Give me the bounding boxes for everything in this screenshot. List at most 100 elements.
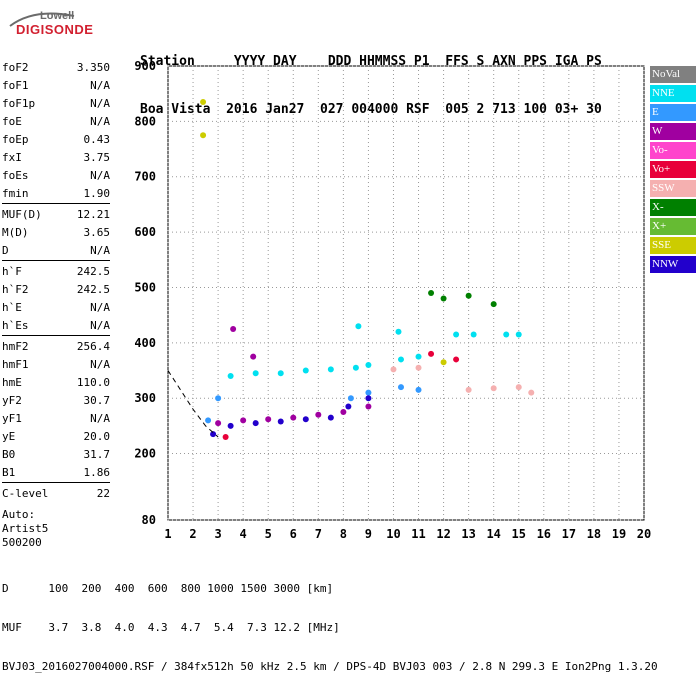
param-label: B1 xyxy=(2,465,16,479)
echo-point-nne xyxy=(327,366,334,373)
legend-item-w: W xyxy=(650,123,696,140)
echo-point-vo xyxy=(428,350,435,357)
legend-item-vo: Vo+ xyxy=(650,161,696,178)
param-label: fxI xyxy=(2,150,22,164)
param-value: 1.90 xyxy=(83,186,111,200)
param-value: N/A xyxy=(90,243,110,257)
x-tick-label: 11 xyxy=(411,527,425,541)
logo-swoosh-icon xyxy=(9,12,75,27)
logo-text-bottom: DIGISONDE xyxy=(16,22,94,37)
y-tick-label: 600 xyxy=(134,225,156,239)
echo-point-x xyxy=(465,292,472,299)
parameter-panel: foF2 3.350 foF1 N/A foF1p N/A foE N/A foEp 0.43 fx… xyxy=(2,58,110,550)
param-label: h`Es xyxy=(2,318,29,332)
echo-point-e xyxy=(397,384,404,391)
echo-point-sse xyxy=(440,359,447,366)
echo-point-e xyxy=(415,386,422,393)
param-label: foF2 xyxy=(2,60,29,74)
param-label: B0 xyxy=(2,447,16,461)
x-tick-label: 16 xyxy=(537,527,551,541)
echo-point-nne xyxy=(277,370,284,377)
x-tick-label: 19 xyxy=(612,527,626,541)
legend-item-x: X- xyxy=(650,199,696,216)
param-value: 3.65 xyxy=(83,225,111,239)
param-row-hmf2: hmF2 256.4 xyxy=(2,337,110,355)
echo-point-w xyxy=(315,411,322,418)
param-value: N/A xyxy=(90,300,110,314)
echo-point-ssw xyxy=(415,364,422,371)
param-row-yf2: yF2 30.7 xyxy=(2,391,110,409)
param-label: yF2 xyxy=(2,393,22,407)
direction-legend: NoVal NNE E W Vo- Vo+ SSW X- X+ SSE NNW xyxy=(650,66,696,275)
param-separator xyxy=(2,482,110,483)
param-label: h`F xyxy=(2,264,22,278)
echo-point-x xyxy=(428,290,435,296)
param-row-hme: hmE 110.0 xyxy=(2,373,110,391)
param-label: C-level xyxy=(2,486,49,500)
echo-point-w xyxy=(215,420,222,427)
echo-point-ssw xyxy=(528,389,535,396)
x-tick-label: 14 xyxy=(486,527,500,541)
param-value: 22 xyxy=(96,486,110,500)
echo-point-nne xyxy=(355,323,362,330)
echo-point-x xyxy=(440,295,447,302)
param-value: 0.43 xyxy=(83,132,111,146)
auto-line2: Artist5 xyxy=(2,522,49,535)
param-value: N/A xyxy=(90,168,110,182)
param-value: 242.5 xyxy=(76,264,110,278)
param-row-mufd: MUF(D) 12.21 xyxy=(2,205,110,223)
y-tick-label: 900 xyxy=(134,59,156,73)
x-tick-label: 12 xyxy=(436,527,450,541)
param-label: hmF1 xyxy=(2,357,29,371)
param-row-b1: B1 1.86 xyxy=(2,463,110,481)
echo-point-nnw xyxy=(302,416,309,423)
param-value: 1.86 xyxy=(83,465,111,479)
station-header: Station YYYY DAY DDD HHMMSS P1 FFS S AXN… xyxy=(140,22,602,134)
footer-file-line: BVJ03_2016027004000.RSF / 384fx512h 50 k… xyxy=(2,660,658,673)
echo-point-nne xyxy=(365,361,372,368)
echo-point-ssw xyxy=(515,384,522,391)
param-row-fof1p: foF1p N/A xyxy=(2,94,110,112)
param-value: 256.4 xyxy=(76,339,110,353)
param-value: 242.5 xyxy=(76,282,110,296)
param-row-hf2: h`F2 242.5 xyxy=(2,280,110,298)
param-label: yF1 xyxy=(2,411,22,425)
echo-point-sse xyxy=(200,132,207,139)
legend-item-sse: SSE xyxy=(650,237,696,254)
param-row-fof2: foF2 3.350 xyxy=(2,58,110,76)
param-separator xyxy=(2,335,110,336)
echo-point-e xyxy=(215,395,222,402)
footer-distance-line: D 100 200 400 600 800 1000 1500 3000 [km… xyxy=(2,582,334,595)
param-label: D xyxy=(2,243,9,257)
param-value: N/A xyxy=(90,96,110,110)
param-value: N/A xyxy=(90,411,110,425)
x-tick-label: 13 xyxy=(461,527,475,541)
x-tick-label: 7 xyxy=(315,527,322,541)
echo-point-ssw xyxy=(390,366,397,373)
auto-line1: Auto: xyxy=(2,508,36,521)
param-label: hmF2 xyxy=(2,339,29,353)
x-tick-label: 4 xyxy=(240,527,247,541)
param-value: 3.75 xyxy=(83,150,111,164)
legend-item-x: X+ xyxy=(650,218,696,235)
legend-item-noval: NoVal xyxy=(650,66,696,83)
echo-point-w xyxy=(240,417,247,424)
param-row-hf: h`F 242.5 xyxy=(2,262,110,280)
y-tick-label: 700 xyxy=(134,170,156,184)
param-value: 12.21 xyxy=(76,207,110,221)
x-tick-label: 3 xyxy=(214,527,221,541)
legend-item-vo: Vo- xyxy=(650,142,696,159)
param-label: foEp xyxy=(2,132,29,146)
echo-point-nne xyxy=(415,353,422,360)
param-row-foe: foE N/A xyxy=(2,112,110,130)
echo-point-nne xyxy=(395,328,402,335)
param-label: foEs xyxy=(2,168,29,182)
param-value: N/A xyxy=(90,78,110,92)
param-value: N/A xyxy=(90,114,110,128)
echo-point-nnw xyxy=(365,395,372,402)
x-tick-label: 6 xyxy=(290,527,297,541)
param-row-fof1: foF1 N/A xyxy=(2,76,110,94)
param-row-he: h`E N/A xyxy=(2,298,110,316)
param-row-md: M(D) 3.65 xyxy=(2,223,110,241)
y-tick-label: 80 xyxy=(142,513,156,527)
